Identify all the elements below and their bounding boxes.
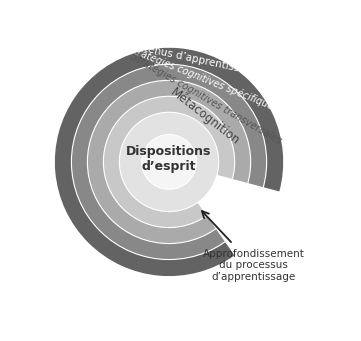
Text: Stratégies cognitives transversales: Stratégies cognitives transversales: [129, 50, 283, 146]
Text: Stratégies cognitives spécifiques: Stratégies cognitives spécifiques: [126, 44, 279, 114]
Wedge shape: [87, 80, 251, 243]
Text: Contenus d’apprentissage: Contenus d’apprentissage: [123, 39, 259, 77]
Text: Métacognition: Métacognition: [168, 86, 242, 147]
Wedge shape: [142, 135, 196, 189]
Text: Approfondissement
du processus
d’apprentissage: Approfondissement du processus d’apprent…: [203, 249, 304, 282]
Text: Dispositions
d’esprit: Dispositions d’esprit: [126, 145, 212, 173]
Wedge shape: [119, 112, 219, 211]
Wedge shape: [55, 48, 283, 276]
Wedge shape: [71, 64, 267, 260]
Wedge shape: [103, 96, 235, 227]
